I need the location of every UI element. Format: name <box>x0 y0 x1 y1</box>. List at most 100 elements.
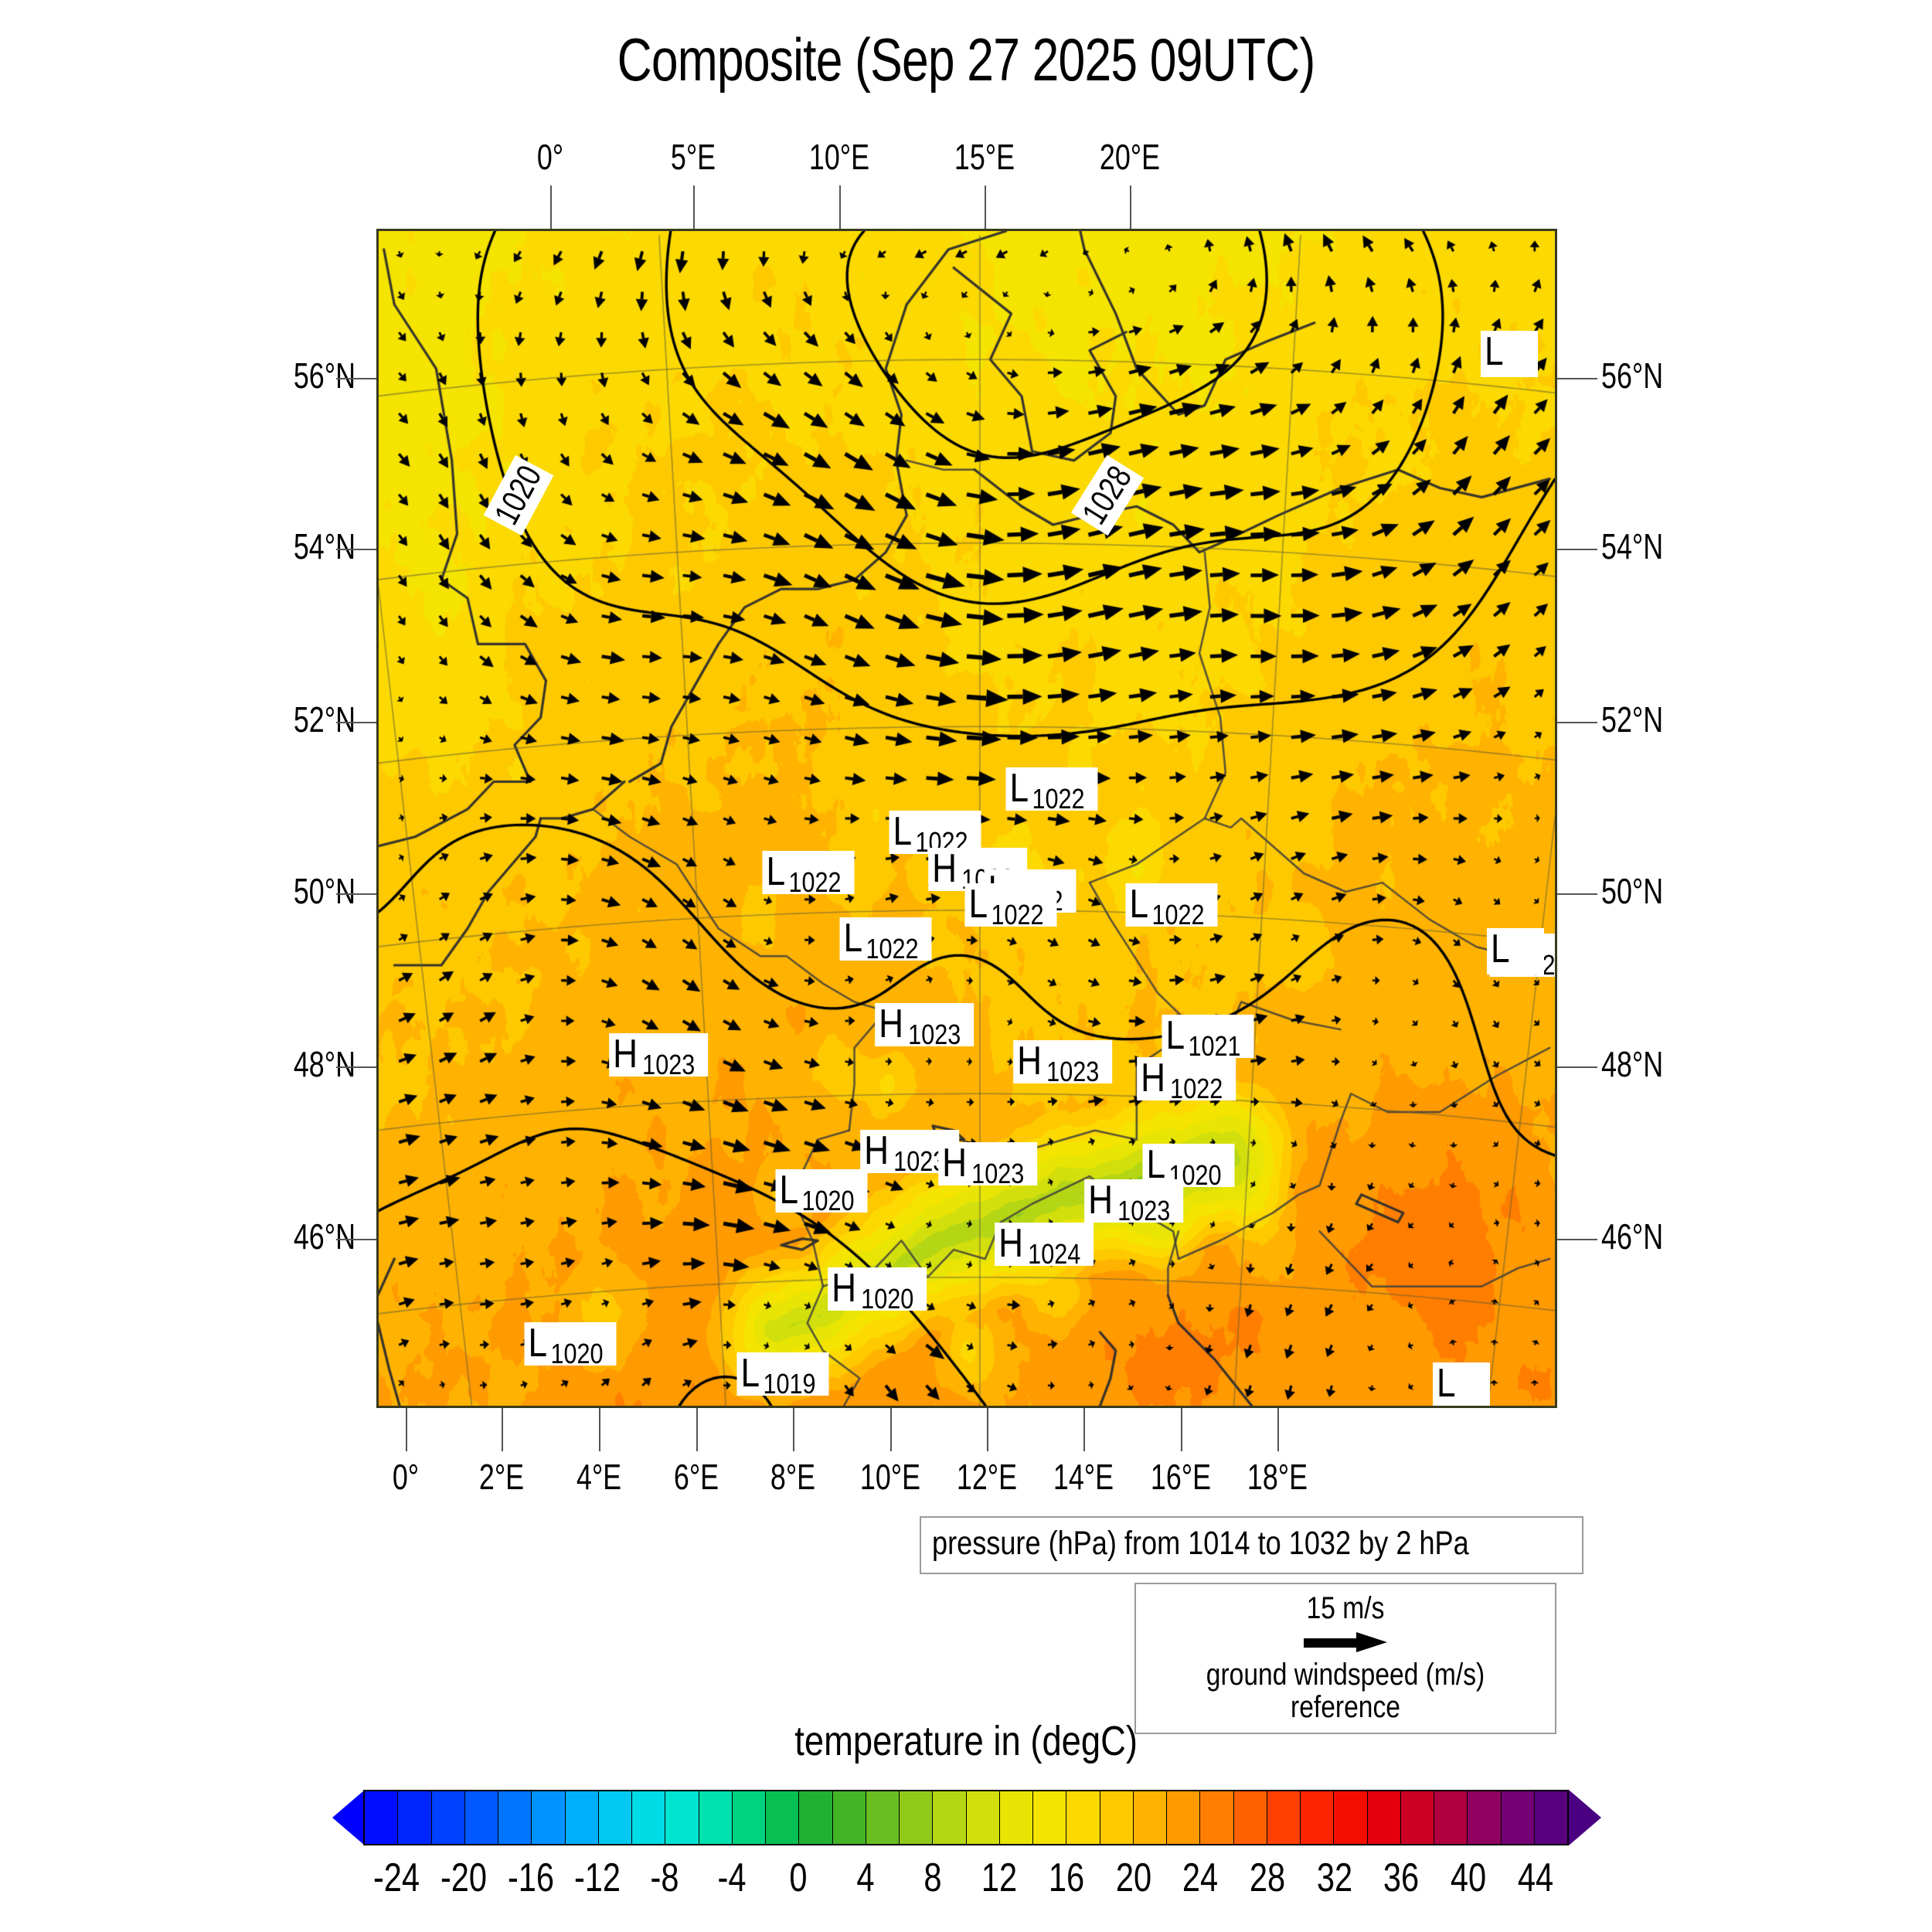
pressure-marker-type: L <box>1146 1142 1166 1187</box>
left-tick-mark-5 <box>336 1239 376 1240</box>
bottom-tick-mark-5 <box>890 1408 892 1451</box>
colorbar-tick-label-10: 16 <box>1048 1855 1085 1900</box>
pressure-marker-type: H <box>942 1141 968 1185</box>
high-pressure-marker-19: H 1024 <box>995 1223 1094 1268</box>
colorbar-swatch <box>1301 1791 1335 1844</box>
top-tick-mark-2 <box>839 185 841 229</box>
pressure-marker-type: H <box>613 1032 638 1077</box>
colorbar-swatch <box>532 1791 566 1844</box>
top-tick-label-1: 5°E <box>670 137 716 177</box>
map-annotation-layer: 10201028L1022L1022L1022H1023L1022L1022L1… <box>379 231 1555 1406</box>
pressure-marker-type: L <box>1491 927 1510 971</box>
colorbar-swatch <box>966 1791 1000 1844</box>
colorbar-swatch <box>900 1791 934 1844</box>
high-pressure-marker-9: H 1023 <box>875 1003 974 1050</box>
right-tick-label-1: 54°N <box>1601 526 1664 566</box>
top-tick-label-4: 20°E <box>1099 137 1161 177</box>
colorbar-title: temperature in (degC) <box>794 1718 1138 1764</box>
bottom-tick-mark-3 <box>696 1408 698 1451</box>
colorbar-swatch <box>498 1791 532 1844</box>
top-tick-mark-3 <box>985 185 986 229</box>
pressure-marker-type: H <box>864 1128 889 1173</box>
pressure-legend-text: pressure (hPa) from 1014 to 1032 by 2 hP… <box>932 1525 1469 1562</box>
colorbar-swatch <box>398 1791 432 1844</box>
right-arrow-icon <box>1304 1632 1387 1652</box>
colorbar-swatch <box>598 1791 632 1844</box>
bottom-tick-label-8: 16°E <box>1150 1457 1212 1497</box>
low-pressure-marker-22: L 1019 <box>736 1352 829 1398</box>
colorbar-tick-label-4: -8 <box>650 1855 679 1900</box>
wind-legend-value-row: 15 m/s <box>1136 1592 1555 1624</box>
colorbar-tick-label-16: 40 <box>1450 1855 1487 1900</box>
pressure-marker-type: L <box>968 882 988 927</box>
colorbar-swatch <box>1066 1791 1100 1844</box>
pressure-marker-value: 1023 <box>641 1049 695 1080</box>
colorbar-tick-label-11: 20 <box>1115 1855 1151 1900</box>
top-tick-mark-4 <box>1130 185 1131 229</box>
pressure-legend-box: pressure (hPa) from 1014 to 1032 by 2 hP… <box>920 1516 1584 1574</box>
high-pressure-marker-11: H 1023 <box>1013 1040 1112 1086</box>
left-tick-mark-2 <box>336 722 376 723</box>
colorbar-tick-label-3: -12 <box>574 1855 621 1900</box>
pressure-marker-type: L <box>893 809 913 854</box>
left-tick-mark-1 <box>336 549 376 550</box>
pressure-marker-type: L <box>779 1168 799 1213</box>
bottom-tick-label-9: 18°E <box>1247 1457 1308 1497</box>
colorbar-swatch <box>1434 1791 1468 1844</box>
bottom-tick-label-0: 0° <box>392 1457 420 1497</box>
colorbar-tick-label-5: -4 <box>717 1855 747 1900</box>
top-tick-mark-0 <box>550 185 552 229</box>
left-tick-label-1: 54°N <box>293 526 355 566</box>
pressure-marker-type: L <box>1009 766 1029 811</box>
colorbar-max-arrow <box>1569 1790 1601 1845</box>
colorbar-swatch <box>1167 1791 1201 1844</box>
arrow-head <box>1356 1632 1387 1652</box>
low-pressure-marker-6: L 1022 <box>1125 882 1218 929</box>
left-tick-label-3: 50°N <box>293 871 355 911</box>
low-pressure-marker-0: L 1022 <box>1005 766 1098 815</box>
colorbar-tick-label-7: 4 <box>856 1855 875 1900</box>
right-tick-mark-4 <box>1557 1066 1597 1068</box>
pressure-marker-value: 1022 <box>1169 1073 1223 1104</box>
colorbar-tick-label-14: 32 <box>1316 1855 1352 1900</box>
left-tick-mark-4 <box>336 1066 376 1068</box>
colorbar-swatch <box>632 1791 666 1844</box>
pressure-marker-type: L <box>1437 1361 1456 1406</box>
colorbar-tick-label-13: 28 <box>1249 1855 1286 1900</box>
top-tick-label-0: 0° <box>536 137 564 177</box>
right-tick-label-3: 50°N <box>1601 871 1664 911</box>
weather-map[interactable]: 10201028L1022L1022L1022H1023L1022L1022L1… <box>376 229 1557 1408</box>
colorbar-swatch <box>1233 1791 1267 1844</box>
colorbar-swatch <box>732 1791 766 1844</box>
low-pressure-marker-7: L 1022 <box>839 917 932 963</box>
top-tick-label-2: 10°E <box>808 137 870 177</box>
colorbar-swatch <box>999 1791 1033 1844</box>
pressure-marker-value: 1023 <box>907 1019 961 1050</box>
bottom-tick-mark-1 <box>502 1408 503 1451</box>
high-pressure-marker-15: H 1023 <box>938 1141 1037 1188</box>
right-tick-mark-5 <box>1557 1239 1597 1240</box>
low-pressure-marker-5: L 1022 <box>964 882 1057 929</box>
colorbar-swatch <box>866 1791 900 1844</box>
pressure-marker-value: 1020 <box>801 1185 855 1216</box>
low-pressure-marker-16: L 1020 <box>1142 1142 1235 1189</box>
left-tick-label-2: 52°N <box>293 699 355 740</box>
right-tick-label-4: 48°N <box>1601 1044 1664 1084</box>
left-tick-label-4: 48°N <box>293 1044 355 1084</box>
pressure-marker-type: L <box>1129 882 1149 927</box>
pressure-marker-type: L <box>766 849 786 894</box>
bottom-tick-mark-2 <box>599 1408 600 1451</box>
colorbar-tick-label-8: 8 <box>923 1855 942 1900</box>
bottom-tick-label-6: 12°E <box>956 1457 1018 1497</box>
right-tick-mark-1 <box>1557 549 1597 550</box>
left-tick-mark-0 <box>336 378 376 379</box>
pressure-marker-value: 1022 <box>1032 783 1085 815</box>
wind-reference-legend-box: 15 m/s ground windspeed (m/s) reference <box>1134 1583 1556 1734</box>
colorbar-tick-labels: -24 -20 -16 -12 -8 -4 0 4 8 12 16 20 24 28 32 36 40 44 <box>332 1855 1600 1909</box>
pressure-marker-value: 1021 <box>1188 1030 1241 1062</box>
pressure-marker-type: H <box>1141 1056 1166 1100</box>
colorbar-min-arrow <box>332 1790 365 1845</box>
low-pressure-marker-17: L 1020 <box>775 1168 868 1216</box>
top-tick-mark-1 <box>693 185 695 229</box>
